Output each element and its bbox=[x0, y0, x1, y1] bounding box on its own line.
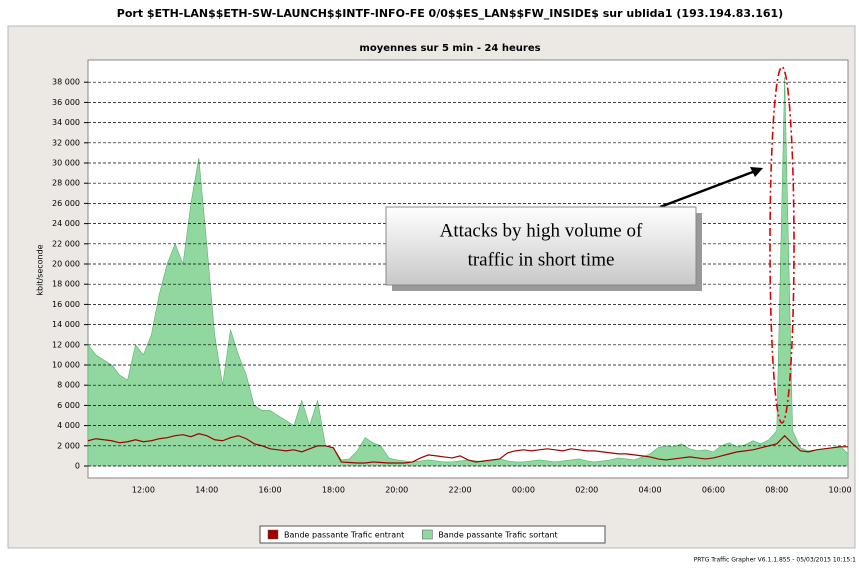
y-tick-label: 36 000 bbox=[52, 98, 80, 107]
x-tick-label: 08:00 bbox=[765, 486, 788, 495]
x-tick-label: 16:00 bbox=[259, 486, 282, 495]
y-tick-label: 28 000 bbox=[52, 179, 80, 188]
x-tick-label: 14:00 bbox=[195, 486, 218, 495]
arrow bbox=[659, 168, 759, 209]
y-tick-label: 8 000 bbox=[57, 381, 80, 390]
y-tick-label: 34 000 bbox=[52, 118, 80, 127]
x-tick-label: 06:00 bbox=[702, 486, 725, 495]
y-tick-label: 4 000 bbox=[57, 421, 80, 430]
y-tick-label: 18 000 bbox=[52, 280, 80, 289]
annotation-line: traffic in short time bbox=[468, 249, 615, 270]
y-tick-label: 12 000 bbox=[52, 340, 80, 349]
x-tick-label: 10:00 bbox=[829, 486, 852, 495]
highlight-ellipse bbox=[769, 66, 795, 424]
y-axis-label: kbit/seconde bbox=[36, 244, 45, 295]
y-tick-label: 10 000 bbox=[52, 361, 80, 370]
y-tick-label: 14 000 bbox=[52, 320, 80, 329]
y-tick-label: 32 000 bbox=[52, 138, 80, 147]
x-tick-label: 02:00 bbox=[575, 486, 598, 495]
y-tick-label: 2 000 bbox=[57, 441, 80, 450]
x-tick-label: 04:00 bbox=[639, 486, 662, 495]
x-tick-label: 12:00 bbox=[132, 486, 155, 495]
chart-subtitle: moyennes sur 5 min - 24 heures bbox=[359, 43, 540, 54]
y-tick-label: 30 000 bbox=[52, 159, 80, 168]
line bbox=[87, 433, 848, 464]
x-tick-label: 00:00 bbox=[512, 486, 535, 495]
y-tick-label: 24 000 bbox=[52, 219, 80, 228]
legend-label: Bande passante Trafic entrant bbox=[284, 531, 404, 540]
x-tick-label: 18:00 bbox=[322, 486, 345, 495]
x-tick-label: 22:00 bbox=[449, 486, 472, 495]
y-tick-label: 22 000 bbox=[52, 239, 80, 248]
y-tick-label: 26 000 bbox=[52, 199, 80, 208]
y-tick-label: 20 000 bbox=[52, 260, 80, 269]
y-tick-label: 0 bbox=[75, 462, 80, 471]
y-tick-label: 16 000 bbox=[52, 300, 80, 309]
y-tick-label: 6 000 bbox=[57, 401, 80, 410]
footer: PRTG Traffic Grapher V6.1.1.855 - 05/03/… bbox=[694, 557, 856, 564]
legend-swatch bbox=[267, 529, 279, 540]
chart-title: Port $ETH-LAN$$ETH-SW-LAUNCH$$INTF-INFO-… bbox=[117, 7, 783, 20]
annotation-line: Attacks by high volume of bbox=[440, 220, 643, 241]
legend-swatch bbox=[422, 529, 433, 540]
y-tick-label: 38 000 bbox=[52, 78, 80, 87]
legend-label: Bande passante Trafic sortant bbox=[438, 531, 557, 540]
annotation-box bbox=[385, 206, 697, 286]
arrowhead bbox=[750, 167, 763, 177]
x-tick-label: 20:00 bbox=[385, 486, 408, 495]
